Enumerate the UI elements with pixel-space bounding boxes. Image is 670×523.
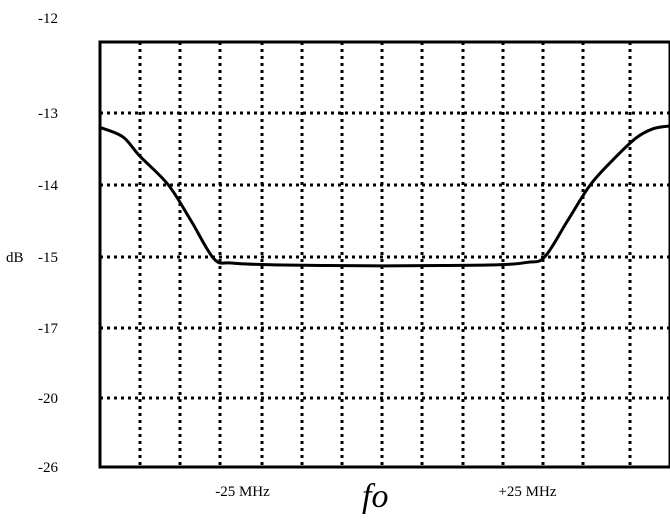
- plot-frame: [98, 40, 670, 469]
- y-tick-label: -12: [38, 11, 58, 27]
- y-tick-label: -15: [38, 250, 58, 266]
- y-tick-label: -14: [38, 178, 58, 194]
- x-tick-label: -25 MHz: [215, 484, 270, 500]
- y-tick-label: -20: [38, 391, 58, 407]
- vertical-gridlines: [138, 42, 632, 467]
- x-tick-label: +25 MHz: [498, 484, 556, 500]
- center-frequency-label: fo: [362, 478, 388, 515]
- series-line: [98, 124, 670, 268]
- y-tick-labels: -12 -13 -14 -15 -17 -20 -26: [38, 11, 58, 476]
- x-tick-labels: -25 MHz +25 MHz: [215, 484, 557, 500]
- y-tick-label: -26: [38, 460, 58, 476]
- y-tick-label: -17: [38, 321, 58, 337]
- y-tick-label: -13: [38, 106, 58, 122]
- y-axis-label: dB: [6, 250, 24, 266]
